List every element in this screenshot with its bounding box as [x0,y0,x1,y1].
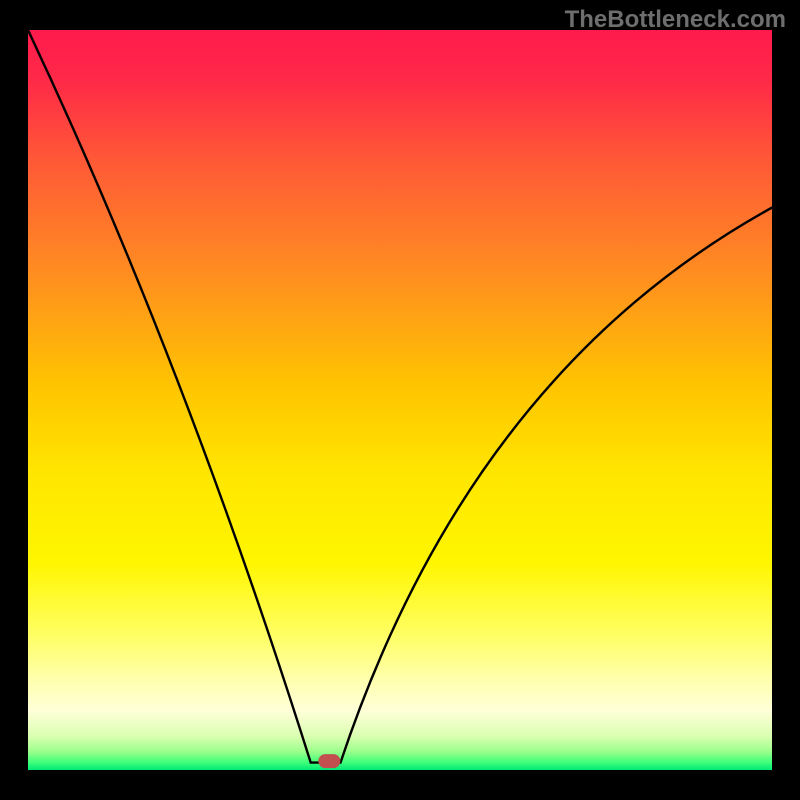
watermark-text: TheBottleneck.com [565,6,786,34]
gradient-background [28,30,772,770]
optimal-point-marker [318,754,340,768]
chart-frame [28,30,772,770]
bottleneck-chart [28,30,772,770]
